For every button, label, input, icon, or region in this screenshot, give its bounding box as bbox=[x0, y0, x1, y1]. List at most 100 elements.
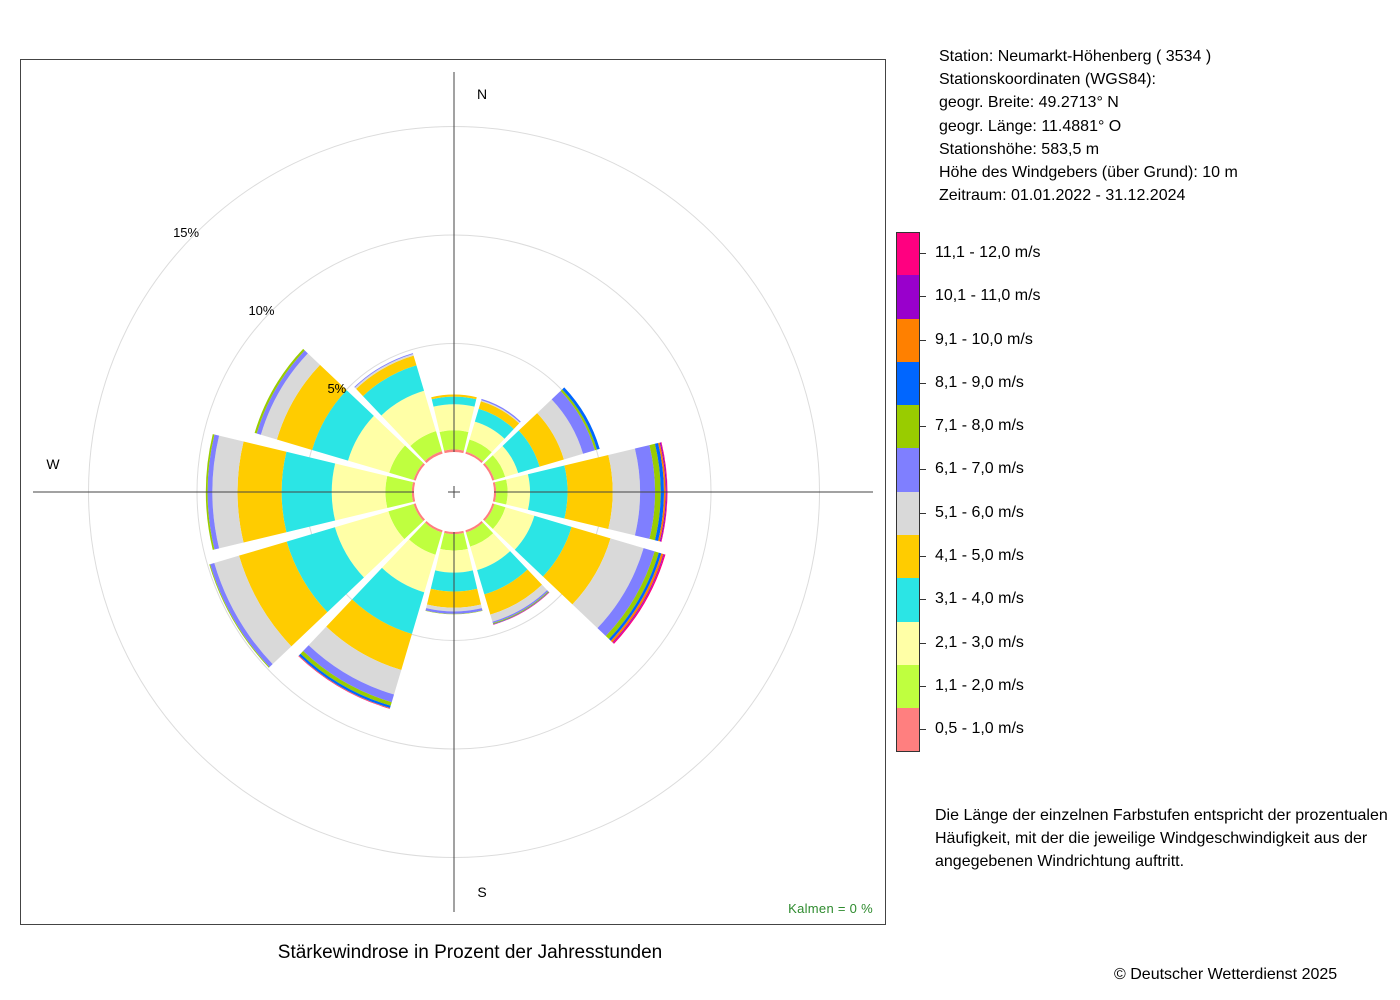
legend-label: 8,1 - 9,0 m/s bbox=[935, 373, 1024, 391]
legend-tick bbox=[920, 339, 926, 341]
sector-120-class-5 bbox=[572, 538, 644, 629]
legend-label: 3,1 - 4,0 m/s bbox=[935, 590, 1024, 608]
sector-240-class-5 bbox=[214, 555, 292, 665]
sector-30-class-6 bbox=[481, 398, 521, 423]
sector-330-class-4 bbox=[356, 355, 417, 397]
station-altitude: Stationshöhe: 583,5 m bbox=[939, 140, 1100, 158]
sector-150-class-5 bbox=[490, 584, 548, 622]
sector-150-class-4 bbox=[484, 569, 543, 615]
sector-210-class-2 bbox=[381, 539, 436, 593]
station-latitude: geogr. Breite: 49.2713° N bbox=[939, 94, 1119, 112]
sector-210-class-3 bbox=[352, 567, 425, 634]
sector-120-class-0 bbox=[483, 503, 495, 522]
sector-120-class-1 bbox=[484, 503, 506, 529]
sector-120-class-7 bbox=[605, 551, 659, 640]
legend-swatch bbox=[896, 621, 920, 665]
sector-30-class-1 bbox=[465, 439, 492, 462]
sector-210-class-6 bbox=[303, 645, 395, 703]
legend-tick bbox=[920, 296, 926, 298]
legend-tick bbox=[920, 556, 926, 558]
sector-300-class-2 bbox=[348, 415, 405, 473]
sector-150-class-1 bbox=[465, 522, 494, 547]
legend-tick bbox=[920, 253, 926, 254]
legend-label: 1,1 - 2,0 m/s bbox=[935, 676, 1024, 694]
sector-150-class-3 bbox=[477, 551, 528, 595]
legend-tick bbox=[920, 599, 926, 601]
legend-swatch bbox=[896, 405, 920, 449]
sector-270-class-7 bbox=[205, 434, 215, 550]
legend-label: 10,1 - 11,0 m/s bbox=[935, 287, 1041, 305]
legend-swatch bbox=[896, 318, 920, 362]
legend-swatch bbox=[896, 232, 920, 276]
sector-120-class-2 bbox=[492, 507, 535, 550]
sector-60-class-2 bbox=[492, 445, 519, 477]
legend-swatch bbox=[896, 361, 920, 406]
station-info: Station: Neumarkt-Höhenberg ( 3534 ) Sta… bbox=[939, 45, 1238, 207]
note-line-2: Häufigkeit, mit der die jeweilige Windge… bbox=[935, 830, 1368, 848]
sector-120-class-6 bbox=[597, 548, 655, 637]
compass-n: N bbox=[477, 86, 487, 102]
compass-s: S bbox=[477, 884, 486, 900]
sector-120-class-3 bbox=[514, 515, 572, 577]
sector-330-class-1 bbox=[410, 431, 442, 462]
sector-300-class-1 bbox=[389, 445, 424, 481]
sector-60-class-8 bbox=[562, 387, 600, 450]
sector-30-class-4 bbox=[478, 401, 520, 429]
sector-300-class-6 bbox=[256, 350, 308, 435]
station-longitude: geogr. Länge: 11.4881° O bbox=[939, 117, 1122, 135]
legend-swatch bbox=[896, 664, 920, 709]
legend-swatch bbox=[896, 708, 920, 752]
sector-210-class-7 bbox=[300, 651, 392, 706]
sector-330-class-0 bbox=[424, 451, 443, 463]
sector-210-class-1 bbox=[408, 522, 443, 555]
legend-label: 11,1 - 12,0 m/s bbox=[935, 244, 1041, 261]
legend-label: 7,1 - 8,0 m/s bbox=[935, 417, 1024, 435]
legend-label: 6,1 - 7,0 m/s bbox=[935, 460, 1024, 478]
copyright: © Deutscher Wetterdienst 2025 bbox=[1114, 966, 1338, 983]
legend-swatch bbox=[896, 491, 920, 536]
legend-swatch bbox=[896, 275, 920, 319]
legend-label: 4,1 - 5,0 m/s bbox=[935, 547, 1024, 565]
legend-tick bbox=[920, 512, 926, 514]
sector-90-class-10 bbox=[659, 442, 667, 542]
windrose-chart: 5% 10% 15% N W S bbox=[33, 72, 873, 912]
legend-swatch bbox=[896, 535, 920, 579]
sector-30-class-3 bbox=[474, 408, 514, 439]
explanation-note: Die Länge der einzelnen Farbstufen entsp… bbox=[935, 804, 1388, 874]
sector-300-class-4 bbox=[276, 364, 347, 450]
sector-210-class-4 bbox=[326, 599, 412, 670]
sector-210-class-0 bbox=[424, 521, 443, 533]
sector-150-class-0 bbox=[465, 521, 484, 533]
sector-270-class-6 bbox=[207, 434, 220, 550]
legend-label: 5,1 - 6,0 m/s bbox=[935, 503, 1024, 521]
sector-240-class-3 bbox=[286, 527, 364, 613]
legend-tick bbox=[920, 382, 926, 384]
sector-330-class-2 bbox=[381, 390, 436, 446]
sector-240-class-4 bbox=[239, 541, 328, 647]
sector-90-class-11 bbox=[660, 442, 668, 542]
anemometer-height: Höhe des Windgebers (über Grund): 10 m bbox=[939, 164, 1238, 182]
ring-label-5: 5% bbox=[327, 381, 346, 396]
compass-w: W bbox=[46, 456, 60, 472]
sector-60-class-5 bbox=[537, 399, 584, 460]
sector-240-class-2 bbox=[334, 511, 405, 578]
chart-title: Stärkewindrose in Prozent der Jahresstun… bbox=[277, 942, 663, 963]
note-line-1: Die Länge der einzelnen Farbstufen entsp… bbox=[935, 807, 1388, 824]
legend-tick bbox=[920, 469, 926, 471]
legend-tick bbox=[920, 642, 926, 644]
sector-60-class-4 bbox=[518, 413, 564, 467]
sector-30-class-0 bbox=[465, 451, 484, 463]
sector-60-class-7 bbox=[560, 389, 598, 451]
ring-label-10: 10% bbox=[248, 303, 274, 318]
sector-300-class-3 bbox=[312, 390, 374, 461]
sector-300-class-5 bbox=[260, 353, 320, 440]
ring-label-15: 15% bbox=[173, 225, 199, 240]
sector-240-class-6 bbox=[210, 563, 273, 668]
sector-0-class-4 bbox=[431, 394, 477, 400]
windrose-plot-frame: 5% 10% 15% N W S Kalmen = 0 % bbox=[20, 59, 886, 925]
sector-300-class-0 bbox=[413, 462, 425, 481]
sector-240-class-1 bbox=[388, 503, 424, 540]
sector-120-class-8 bbox=[608, 552, 662, 641]
sector-120-class-4 bbox=[542, 526, 611, 605]
sector-330-class-3 bbox=[362, 365, 425, 416]
